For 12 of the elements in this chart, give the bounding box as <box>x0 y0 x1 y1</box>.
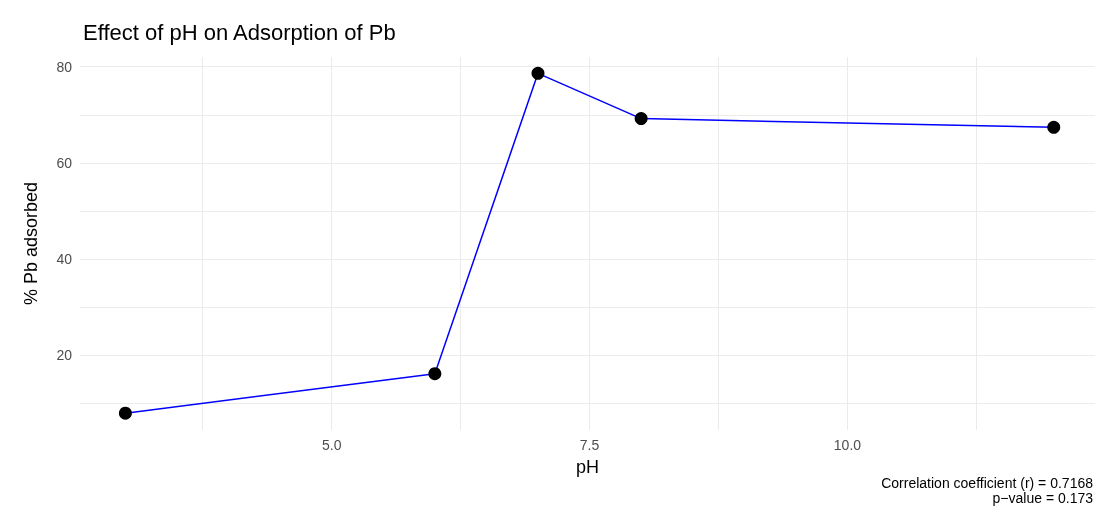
x-tick-label: 7.5 <box>579 437 600 453</box>
text: p−value = 0.173 <box>992 490 1094 506</box>
y-axis-title: % Pb adsorbed <box>21 181 41 306</box>
y-tick-label: 40 <box>56 251 73 268</box>
x-tick-label: 5.0 <box>321 437 342 453</box>
x-tick-label: 10.0 <box>833 437 862 453</box>
y-tick-label: 80 <box>56 58 73 75</box>
y-tick-label: 20 <box>56 347 73 364</box>
chart-title: Effect of pH on Adsorption of Pb <box>83 19 396 45</box>
x-axis-title: pH <box>575 457 600 477</box>
text: Correlation coefficient (r) = 0.7168 <box>881 475 1094 491</box>
y-tick-label: 60 <box>56 154 73 171</box>
